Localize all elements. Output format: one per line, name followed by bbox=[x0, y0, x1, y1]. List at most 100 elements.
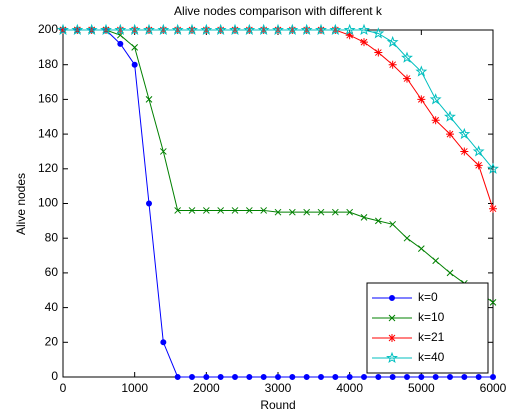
marker bbox=[431, 116, 440, 125]
marker bbox=[157, 23, 170, 36]
marker bbox=[260, 374, 267, 380]
marker bbox=[343, 23, 356, 36]
marker bbox=[346, 374, 353, 380]
x-axis-label: Round bbox=[260, 398, 295, 412]
chart-title: Alive nodes comparison with different k bbox=[174, 4, 383, 18]
marker bbox=[489, 204, 497, 213]
x-tick-label: 6000 bbox=[480, 381, 507, 395]
marker bbox=[418, 374, 425, 380]
marker bbox=[447, 374, 453, 380]
marker bbox=[417, 245, 425, 252]
legend-label: k=40 bbox=[418, 350, 445, 364]
marker bbox=[389, 374, 396, 380]
marker bbox=[257, 23, 270, 36]
series-line bbox=[63, 29, 494, 170]
y-tick-label: 120 bbox=[38, 161, 58, 175]
marker bbox=[85, 23, 98, 36]
marker bbox=[217, 374, 224, 380]
marker bbox=[174, 207, 182, 214]
marker bbox=[432, 257, 440, 265]
marker bbox=[229, 23, 241, 36]
marker bbox=[372, 27, 385, 39]
marker bbox=[475, 374, 482, 380]
marker bbox=[275, 374, 281, 380]
marker bbox=[386, 351, 398, 364]
marker bbox=[460, 147, 469, 156]
marker bbox=[401, 51, 413, 63]
marker bbox=[375, 374, 382, 380]
marker bbox=[114, 23, 127, 36]
marker bbox=[145, 96, 153, 103]
marker bbox=[472, 145, 485, 157]
marker bbox=[143, 23, 155, 36]
y-tick-label: 0 bbox=[51, 369, 58, 383]
marker bbox=[474, 161, 483, 170]
x-tick-label: 0 bbox=[60, 381, 67, 395]
marker bbox=[217, 207, 225, 214]
marker bbox=[388, 334, 396, 342]
marker bbox=[374, 217, 382, 225]
marker bbox=[417, 95, 426, 104]
marker bbox=[446, 130, 454, 139]
marker bbox=[303, 208, 311, 216]
marker bbox=[389, 220, 397, 228]
marker bbox=[444, 110, 456, 122]
marker bbox=[346, 208, 354, 216]
marker bbox=[345, 31, 354, 40]
marker bbox=[160, 339, 167, 346]
marker bbox=[243, 23, 256, 36]
marker bbox=[432, 374, 439, 380]
marker bbox=[189, 374, 195, 380]
y-tick-label: 60 bbox=[45, 265, 59, 279]
marker bbox=[458, 127, 471, 140]
marker bbox=[57, 23, 69, 36]
x-tick-label: 5000 bbox=[408, 381, 435, 395]
marker bbox=[117, 40, 124, 47]
x-tick-label: 4000 bbox=[336, 381, 363, 395]
legend-label: k=10 bbox=[418, 310, 445, 324]
marker bbox=[159, 148, 167, 155]
y-tick-label: 200 bbox=[38, 22, 58, 36]
marker bbox=[403, 234, 411, 242]
marker bbox=[429, 93, 442, 105]
marker bbox=[131, 43, 139, 51]
marker bbox=[272, 23, 284, 36]
marker bbox=[332, 374, 339, 380]
marker bbox=[231, 207, 239, 214]
marker bbox=[300, 23, 313, 36]
marker bbox=[303, 374, 310, 380]
marker bbox=[286, 23, 299, 36]
y-tick-label: 160 bbox=[38, 92, 58, 106]
marker bbox=[361, 374, 367, 380]
marker bbox=[388, 60, 397, 69]
marker bbox=[490, 374, 496, 380]
marker bbox=[403, 74, 411, 83]
marker bbox=[374, 48, 383, 57]
marker bbox=[461, 374, 468, 380]
marker bbox=[174, 374, 181, 380]
marker bbox=[318, 374, 324, 380]
marker bbox=[188, 207, 196, 214]
y-tick-label: 180 bbox=[38, 57, 58, 71]
y-axis-label: Alive nodes bbox=[14, 173, 28, 235]
y-tick-label: 40 bbox=[45, 300, 59, 314]
marker bbox=[200, 23, 213, 36]
marker bbox=[214, 23, 227, 36]
marker bbox=[289, 374, 296, 380]
marker bbox=[329, 23, 342, 36]
marker bbox=[487, 162, 499, 174]
marker bbox=[388, 314, 396, 322]
marker bbox=[404, 374, 410, 380]
marker bbox=[246, 374, 253, 380]
marker bbox=[317, 208, 325, 216]
y-tick-label: 100 bbox=[38, 196, 58, 210]
marker bbox=[171, 23, 184, 36]
marker bbox=[245, 207, 253, 214]
marker bbox=[446, 269, 454, 277]
marker bbox=[128, 23, 141, 36]
marker bbox=[131, 61, 138, 68]
marker bbox=[489, 299, 497, 306]
x-tick-label: 1000 bbox=[121, 381, 148, 395]
marker bbox=[415, 65, 428, 77]
x-tick-label: 2000 bbox=[193, 381, 220, 395]
